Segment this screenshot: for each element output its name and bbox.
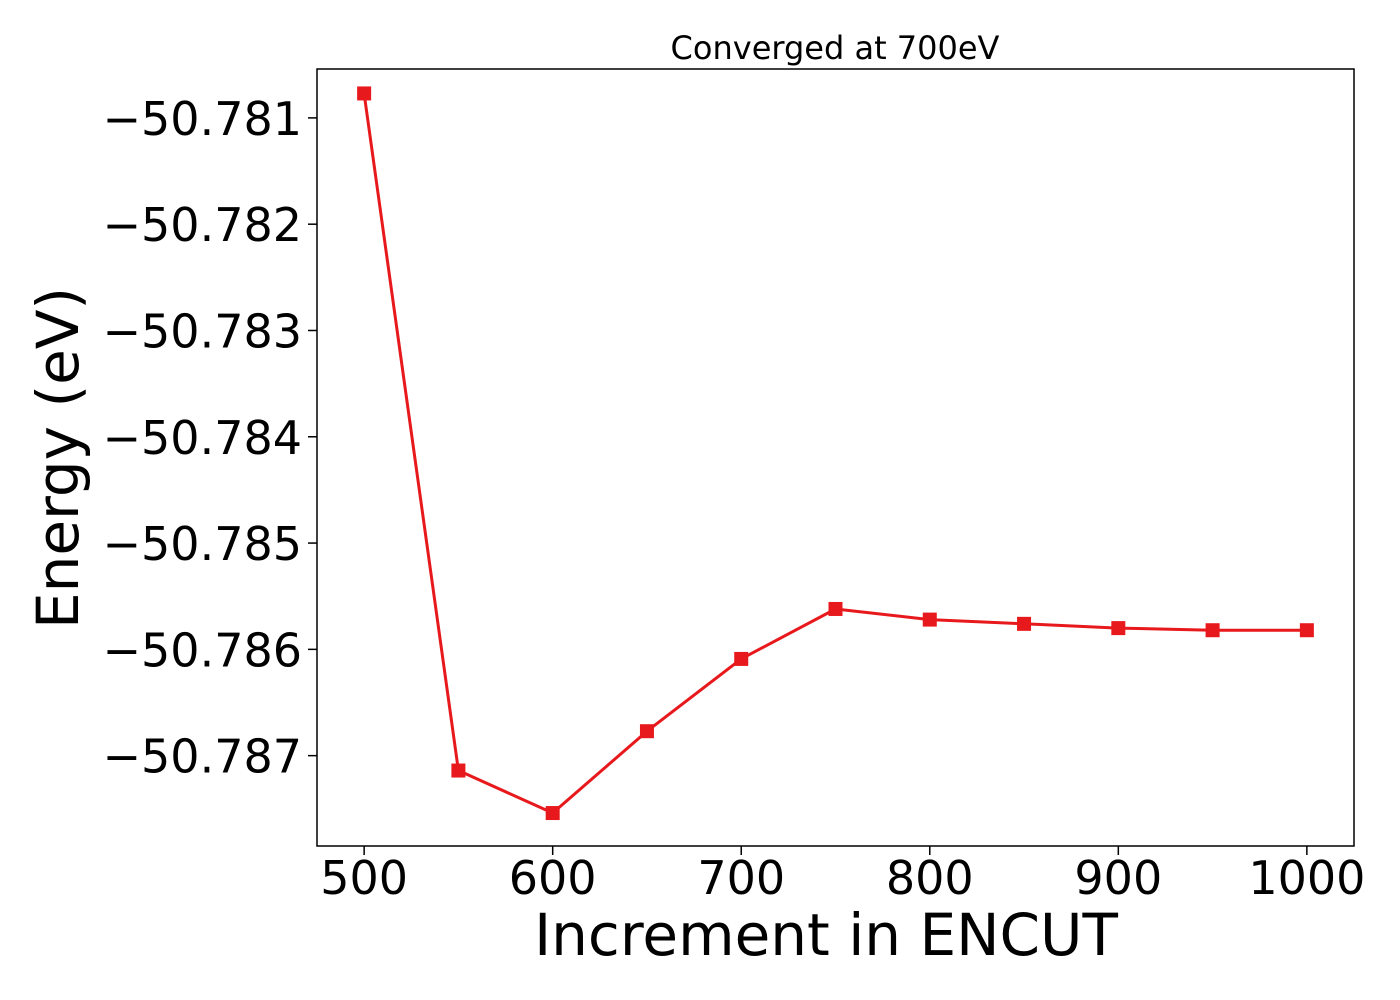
chart-title: Converged at 700eV (671, 29, 1000, 67)
y-tick-label: −50.781 (103, 92, 303, 146)
y-tick-label: −50.782 (103, 198, 303, 252)
data-point-marker (545, 806, 560, 821)
data-markers (357, 86, 1314, 821)
x-tick-label: 1000 (1248, 851, 1365, 905)
series-line (362, 93, 1307, 815)
x-axis-label: Increment in ENCUT (534, 901, 1118, 969)
data-point-marker (1017, 616, 1032, 631)
x-tick-label: 900 (1074, 851, 1162, 905)
y-tick-label: −50.783 (103, 304, 303, 358)
data-point-marker (828, 601, 843, 616)
x-tick-label: 500 (320, 851, 408, 905)
plot-frame (316, 68, 1355, 847)
data-point-marker (734, 651, 749, 666)
data-point-marker (1205, 623, 1220, 638)
data-point-marker (357, 86, 372, 101)
data-point-marker (1299, 623, 1314, 638)
data-point-marker (922, 612, 937, 627)
x-tick-label: 600 (509, 851, 597, 905)
data-point-marker (639, 724, 654, 739)
y-tick-label: −50.787 (103, 730, 303, 784)
y-tick-label: −50.784 (103, 411, 303, 465)
y-axis-label: Energy (eV) (24, 287, 92, 629)
x-tick-label: 800 (886, 851, 974, 905)
data-point-marker (1111, 621, 1126, 636)
x-tick-label: 700 (697, 851, 785, 905)
y-tick-label: −50.785 (103, 517, 303, 571)
y-axis: −50.781 −50.782 −50.783 −50.784 −50.785 −50.7… (103, 92, 317, 784)
x-axis: 500 600 700 800 900 1000 (320, 846, 1365, 905)
data-point-marker (451, 763, 466, 778)
y-tick-label: −50.786 (103, 623, 303, 677)
